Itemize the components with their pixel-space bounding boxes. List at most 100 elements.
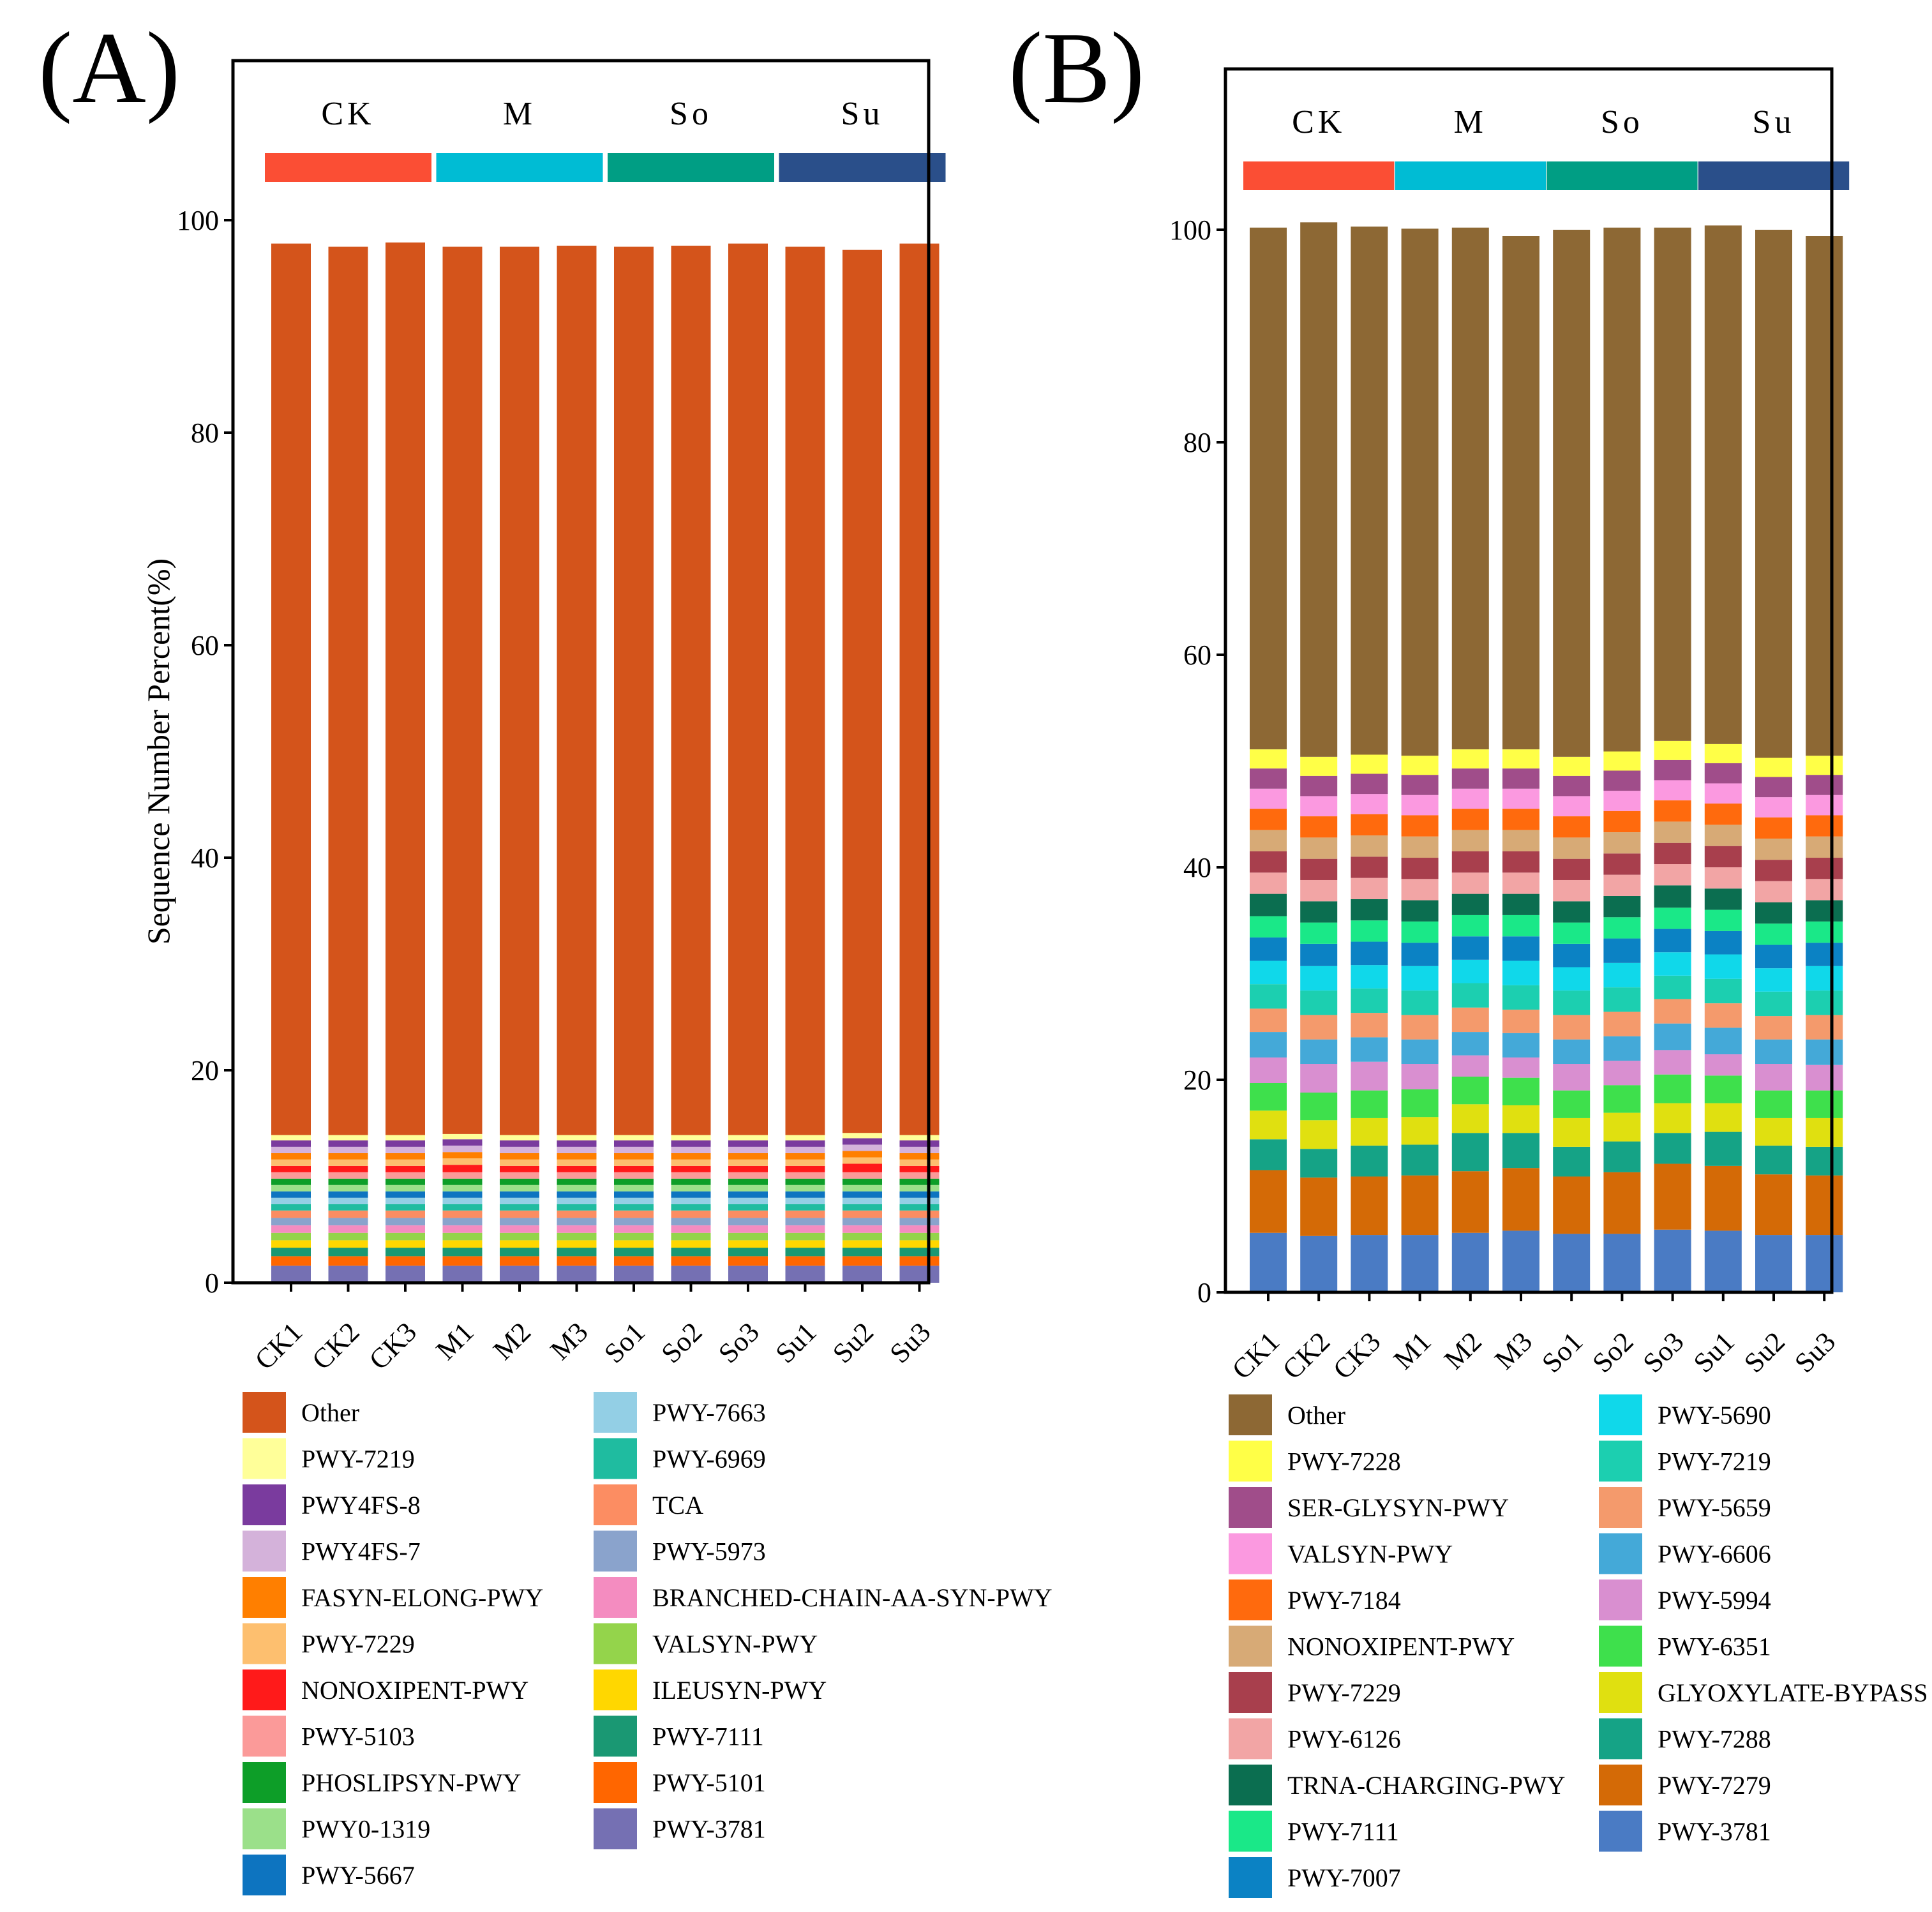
- bar-segment-m1-nonoxipent-pwy: [442, 1165, 483, 1172]
- legend-swatch-pwy-7229: [243, 1623, 286, 1664]
- bar-segment-so1-pwy4fs-7: [614, 1146, 654, 1153]
- bar-segment-so2-pwy-6351: [1603, 1085, 1641, 1113]
- legend-swatch-pwy-5690: [1599, 1394, 1642, 1435]
- bar-segment-so2-pwy-7007: [1603, 938, 1641, 963]
- bar-segment-ck1-phoslipsyn-pwy: [271, 1178, 311, 1185]
- bar-segment-so3-nonoxipent-pwy: [1654, 821, 1691, 843]
- bar-segment-su3-pwy4fs-8: [899, 1140, 940, 1147]
- bar-segment-su3-pwy-5994: [1806, 1064, 1843, 1091]
- bar-segment-m2-pwy-7184: [1451, 809, 1489, 830]
- bar-segment-m2-pwy0-1319: [500, 1184, 539, 1191]
- bar-segment-so2-pwy-7111: [671, 1248, 711, 1257]
- bar-segment-m1-pwy-5690: [1401, 966, 1439, 991]
- bar-segment-ck1-pwy-3781: [1250, 1232, 1287, 1292]
- bar-segment-su1-pwy-5690: [1704, 954, 1742, 979]
- bar-segment-so2-pwy-3781: [1603, 1234, 1641, 1292]
- bar-segment-ck3-nonoxipent-pwy: [1351, 835, 1388, 857]
- legend-label-pwy-7007: PWY-7007: [1287, 1863, 1401, 1892]
- legend-swatch-pwy-7279: [1599, 1765, 1642, 1805]
- legend-swatch-pwy-7288: [1599, 1718, 1642, 1759]
- bar-segment-m2-nonoxipent-pwy: [500, 1165, 539, 1172]
- bar-segment-so1-branched-chain-aa-syn-pwy: [614, 1225, 654, 1233]
- legend-swatch-pwy-7111: [1229, 1811, 1272, 1852]
- bar-segment-ck2-pwy-7228: [1300, 756, 1338, 776]
- legend-swatch-tca: [594, 1484, 637, 1525]
- bar-segment-m1-pwy-6969: [442, 1204, 483, 1211]
- bar-segment-m1-other: [442, 246, 483, 1134]
- bar-segment-ck2-other: [1300, 222, 1338, 757]
- bar-segment-so1-pwy-5101: [614, 1256, 654, 1266]
- bar-segment-su2-pwy-7111: [842, 1248, 882, 1257]
- bar-segment-ck3-pwy-3781: [386, 1266, 425, 1283]
- legend-label-pwy-7111: PWY-7111: [652, 1722, 764, 1751]
- legend-label-pwy-7229: PWY-7229: [301, 1630, 415, 1659]
- bar-segment-ck3-pwy-3781: [1351, 1235, 1388, 1292]
- bar-segment-su3-glyoxylate-bypass: [1806, 1117, 1843, 1147]
- bar-segment-so1-pwy4fs-8: [614, 1140, 654, 1147]
- legend-swatch-pwy-5973: [594, 1530, 637, 1572]
- bar-segment-m3-valsyn-pwy: [557, 1232, 597, 1241]
- bar-segment-ck2-pwy-3781: [1300, 1236, 1338, 1292]
- group-label-su: Su: [1753, 104, 1795, 140]
- bar-segment-so1-pwy-7184: [1553, 816, 1591, 838]
- bar-segment-m2-tca: [500, 1210, 539, 1218]
- bar-segment-so1-pwy-5659: [1553, 1015, 1591, 1040]
- bar-segment-m1-phoslipsyn-pwy: [442, 1178, 483, 1185]
- bar-segment-su1-pwy-7663: [785, 1197, 825, 1204]
- bar-segment-m3-pwy-5103: [557, 1172, 597, 1179]
- bar-segment-su1-ileusyn-pwy: [785, 1240, 825, 1248]
- bar-segment-m2-pwy-5659: [1451, 1007, 1489, 1033]
- bar-segment-m1-pwy-7111: [1401, 921, 1439, 943]
- bar-segment-so1-pwy-6606: [1553, 1039, 1591, 1064]
- bar-segment-so1-pwy-7219: [614, 1135, 654, 1140]
- bar-segment-so1-other: [614, 246, 654, 1135]
- bar-segment-so3-pwy-5101: [728, 1256, 768, 1266]
- bar-segment-m2-pwy-5103: [500, 1172, 539, 1179]
- bar-segment-ck2-pwy-7219: [328, 1135, 368, 1140]
- bar-segment-m1-pwy-7229: [442, 1158, 483, 1165]
- bar-segment-so1-valsyn-pwy: [614, 1232, 654, 1241]
- group-label-m: M: [503, 96, 536, 132]
- bar-segment-so1-pwy-7288: [1553, 1146, 1591, 1177]
- bar-segment-su3-valsyn-pwy: [1806, 795, 1843, 816]
- bar-segment-ck3-pwy-5994: [1351, 1061, 1388, 1091]
- bar-segment-m1-tca: [442, 1210, 483, 1218]
- y-tick-label: 60: [1183, 639, 1211, 671]
- bar-segment-m1-ser-glysyn-pwy: [1401, 775, 1439, 795]
- legend-label-pwy-5690: PWY-5690: [1658, 1401, 1771, 1430]
- bar-segment-su3-pwy-6606: [1806, 1039, 1843, 1065]
- bar-segment-m3-pwy-5973: [557, 1218, 597, 1226]
- bar-segment-su1-phoslipsyn-pwy: [785, 1178, 825, 1185]
- bar-segment-so2-other: [1603, 227, 1641, 752]
- bar-segment-ck3-pwy-7111: [1351, 920, 1388, 942]
- bar-segment-ck2-pwy-3781: [328, 1266, 368, 1283]
- legend-swatch-pwy-7111: [594, 1715, 637, 1757]
- group-bar-ck: [265, 153, 431, 182]
- bar-segment-su2-pwy-5659: [1755, 1016, 1792, 1040]
- group-label-ck: CK: [321, 96, 375, 132]
- bar-segment-su2-ser-glysyn-pwy: [1755, 777, 1792, 798]
- bar-segment-so3-other: [728, 243, 768, 1135]
- legend-swatch-pwy-7663: [594, 1392, 637, 1433]
- bar-segment-ck2-pwy-7111: [328, 1248, 368, 1257]
- legend-label-other: Other: [301, 1398, 359, 1427]
- bar-segment-ck1-pwy-6969: [271, 1204, 311, 1211]
- bar-segment-ck3-trna-charging-pwy: [1351, 899, 1388, 921]
- bar-segment-m3-pwy0-1319: [557, 1184, 597, 1191]
- bar-segment-so3-pwy-7219: [728, 1135, 768, 1140]
- bar-segment-m3-pwy4fs-7: [557, 1146, 597, 1153]
- bar-segment-ck1-pwy-7288: [1250, 1139, 1287, 1170]
- bar-segment-ck3-ileusyn-pwy: [386, 1240, 425, 1248]
- bar-segment-so2-ser-glysyn-pwy: [1603, 770, 1641, 791]
- legend-label-pwy-5973: PWY-5973: [652, 1537, 766, 1566]
- bar-segment-ck1-glyoxylate-bypass: [1250, 1110, 1287, 1140]
- bar-segment-so3-fasyn-elong-pwy: [728, 1153, 768, 1160]
- legend-swatch-ileusyn-pwy: [594, 1669, 637, 1710]
- bar-segment-ck3-pwy-6606: [1351, 1037, 1388, 1062]
- bar-segment-m2-pwy-7229: [1451, 851, 1489, 873]
- bar-segment-ck1-nonoxipent-pwy: [271, 1165, 311, 1172]
- bar-segment-so1-pwy-5973: [614, 1218, 654, 1226]
- bar-segment-ck3-glyoxylate-bypass: [1351, 1117, 1388, 1146]
- group-label-su: Su: [841, 96, 884, 132]
- bar-segment-ck2-nonoxipent-pwy: [1300, 837, 1338, 859]
